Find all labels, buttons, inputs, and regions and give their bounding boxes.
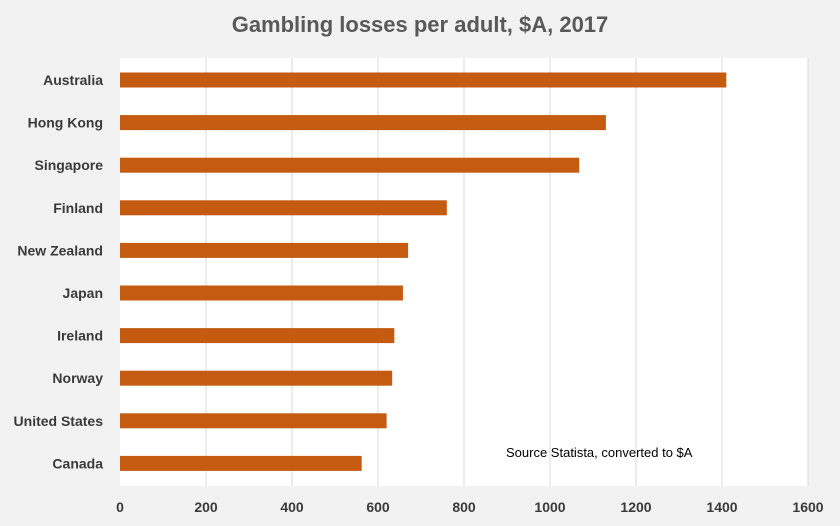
x-tick-label: 1200 <box>620 499 651 515</box>
x-tick-label: 1400 <box>706 499 737 515</box>
bar <box>120 370 393 386</box>
category-label: Finland <box>53 200 103 216</box>
bar <box>120 157 580 173</box>
category-label: Canada <box>52 455 103 471</box>
category-label: Hong Kong <box>28 115 103 131</box>
bar <box>120 200 447 216</box>
bar <box>120 72 727 88</box>
x-tick-label: 800 <box>452 499 476 515</box>
category-label: Singapore <box>35 157 104 173</box>
bar <box>120 115 606 131</box>
category-label: New Zealand <box>17 242 103 258</box>
x-tick-label: 200 <box>194 499 218 515</box>
bar <box>120 455 362 471</box>
source-annotation: Source Statista, converted to $A <box>506 445 693 460</box>
x-tick-label: 600 <box>366 499 390 515</box>
x-tick-label: 1000 <box>534 499 565 515</box>
bar <box>120 413 387 429</box>
bar <box>120 285 403 301</box>
category-label: Norway <box>52 370 103 386</box>
x-tick-label: 0 <box>116 499 124 515</box>
bar <box>120 242 409 258</box>
category-label: United States <box>14 413 104 429</box>
category-label: Ireland <box>57 328 103 344</box>
x-tick-label: 1600 <box>792 499 823 515</box>
category-label: Japan <box>63 285 103 301</box>
category-label: Australia <box>43 72 103 88</box>
x-tick-label: 400 <box>280 499 304 515</box>
chart-title: Gambling losses per adult, $A, 2017 <box>231 12 609 37</box>
bar <box>120 328 395 344</box>
